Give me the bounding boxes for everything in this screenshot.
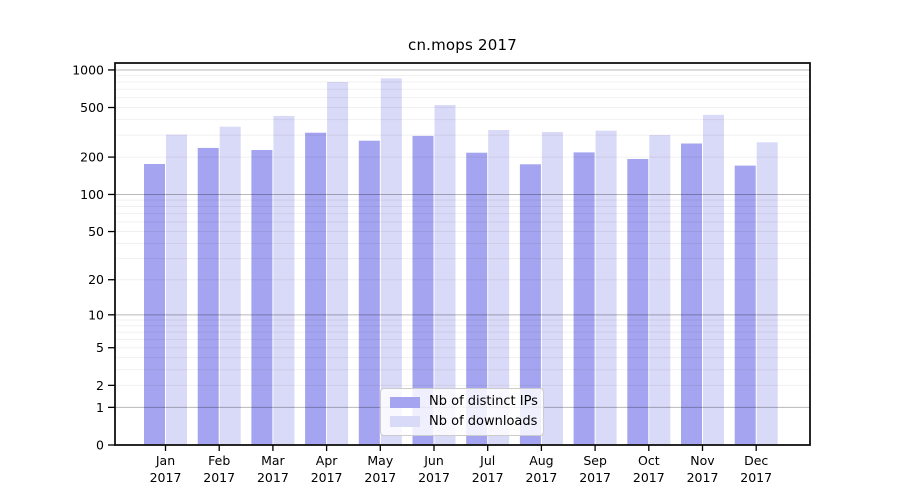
x-tick-label-year: 2017 xyxy=(579,470,611,485)
x-tick-label-month: Dec xyxy=(744,453,768,468)
y-tick-label: 50 xyxy=(88,224,104,239)
bar-downloads-apr xyxy=(327,82,349,445)
bar-downloads-feb xyxy=(219,126,241,445)
bar-distinct-ips-may xyxy=(358,140,380,445)
plot-frame-layer xyxy=(108,62,811,451)
x-tick-label-year: 2017 xyxy=(472,470,504,485)
x-tick-label-month: May xyxy=(367,453,393,468)
bar-distinct-ips-jan xyxy=(144,164,165,445)
bar-downloads-sep xyxy=(595,130,617,445)
x-tick-label-month: Nov xyxy=(690,453,715,468)
bar-distinct-ips-mar xyxy=(251,150,273,445)
x-tick-label-month: Jan xyxy=(155,453,175,468)
y-tick-label: 200 xyxy=(80,150,104,165)
bar-downloads-may xyxy=(380,78,402,446)
x-tick-label-year: 2017 xyxy=(740,470,772,485)
x-tick-label-year: 2017 xyxy=(150,470,182,485)
bars-layer xyxy=(144,78,778,446)
bar-distinct-ips-oct xyxy=(627,159,649,445)
legend-swatch-downloads xyxy=(390,416,420,428)
bar-downloads-jun xyxy=(434,105,456,445)
bar-downloads-dec xyxy=(756,142,778,446)
x-tick-label-month: Jul xyxy=(479,453,495,468)
legend: Nb of distinct IPs Nb of downloads xyxy=(380,388,544,436)
x-tick-label-month: Aug xyxy=(529,453,553,468)
bar-distinct-ips-aug xyxy=(519,164,541,446)
chart-title: cn.mops 2017 xyxy=(408,36,517,54)
legend-label-downloads: Nb of downloads xyxy=(429,413,538,429)
bar-downloads-nov xyxy=(703,114,724,446)
y-tick-label: 1000 xyxy=(72,62,104,77)
y-tick-label: 1 xyxy=(96,400,104,415)
bar-distinct-ips-jun xyxy=(412,135,434,445)
x-tick-label-year: 2017 xyxy=(418,470,450,485)
bar-distinct-ips-feb xyxy=(197,147,219,445)
bar-distinct-ips-apr xyxy=(305,132,327,445)
legend-swatch-distinct-ips xyxy=(390,396,420,408)
bar-downloads-aug xyxy=(541,132,563,445)
x-tick-label-month: Jun xyxy=(423,453,444,468)
x-tick-label-year: 2017 xyxy=(525,470,557,485)
x-tick-label-month: Apr xyxy=(316,453,338,468)
legend-label-distinct-ips: Nb of distinct IPs xyxy=(429,394,538,410)
bar-downloads-oct xyxy=(649,135,671,445)
x-tick-label-month: Mar xyxy=(261,453,285,468)
x-tick-label-year: 2017 xyxy=(257,470,289,485)
axis-labels-layer: 0 1 2 5 10 20 50 100 200 500 1000 Jan 2017 Feb 2017 Mar… xyxy=(72,62,772,485)
bar-distinct-ips-nov xyxy=(681,143,702,445)
y-tick-label: 5 xyxy=(96,340,104,355)
gridlines-layer xyxy=(115,69,810,408)
y-tick-label: 500 xyxy=(80,100,104,115)
y-tick-label: 0 xyxy=(96,438,104,453)
x-tick-label-year: 2017 xyxy=(311,470,343,485)
bar-distinct-ips-dec xyxy=(734,165,756,445)
y-tick-label: 20 xyxy=(88,272,104,287)
legend-item-distinct-ips: Nb of distinct IPs xyxy=(390,394,543,410)
y-tick-label: 10 xyxy=(88,307,104,322)
x-tick-label-year: 2017 xyxy=(203,470,235,485)
bar-downloads-jan xyxy=(166,134,187,445)
x-tick-label-month: Sep xyxy=(583,453,607,468)
bar-downloads-jul xyxy=(488,130,510,445)
bar-downloads-mar xyxy=(273,115,295,446)
x-tick-label-month: Oct xyxy=(638,453,660,468)
plot-frame xyxy=(114,62,811,446)
x-tick-label-year: 2017 xyxy=(364,470,396,485)
bar-distinct-ips-sep xyxy=(573,152,595,445)
x-tick-label-year: 2017 xyxy=(633,470,665,485)
legend-item-downloads: Nb of downloads xyxy=(390,413,543,429)
x-tick-label-year: 2017 xyxy=(687,470,719,485)
bar-distinct-ips-jul xyxy=(466,152,488,445)
x-tick-label-month: Feb xyxy=(208,453,230,468)
y-tick-label: 100 xyxy=(80,187,104,202)
y-tick-label: 2 xyxy=(96,378,104,393)
